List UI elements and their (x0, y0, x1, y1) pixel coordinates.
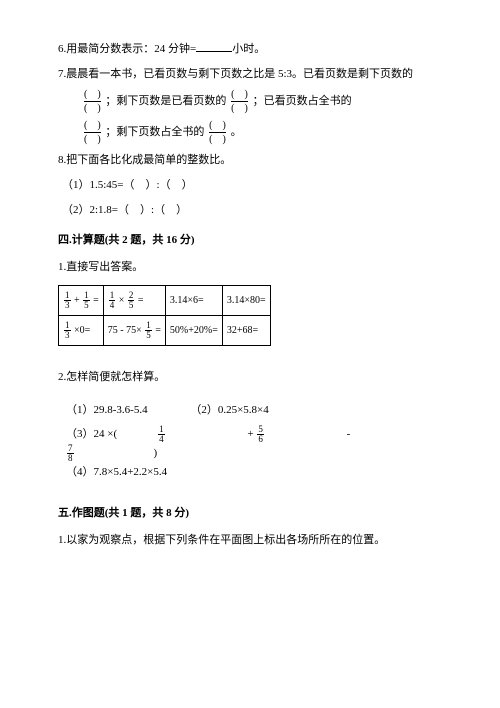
cell-r1c2: 50%+20%= (165, 315, 222, 345)
cell-r0c0: 13 + 15 = (59, 285, 104, 315)
q7-part1: ；剩下页数是已看页数的 (105, 95, 226, 107)
fraction-blank-4[interactable]: ( )( ) (209, 120, 226, 145)
section-4-q2-title: 2.怎样简便就怎样算。 (58, 368, 442, 387)
calc-item-4: （4）7.8×5.4+2.2×5.4 (66, 463, 167, 482)
fraction-blank-3[interactable]: ( )( ) (84, 120, 101, 145)
table-row: 13 ×0= 75 - 75× 15 = 50%+20%= 32+68= (59, 315, 271, 345)
calc-table: 13 + 15 = 14 × 25 = 3.14×6= 3.14×80= 13 … (58, 285, 271, 346)
question-8-title: 8.把下面各比化成最简单的整数比。 (58, 151, 442, 170)
section-4-title: 四.计算题(共 2 题，共 16 分) (58, 231, 442, 250)
section-5-title: 五.作图题(共 1 题，共 8 分) (58, 504, 442, 523)
q6-blank[interactable] (196, 42, 232, 52)
question-7-row2: ( )( ) ；剩下页数占全书的 ( )( ) 。 (82, 120, 442, 145)
fraction-blank-1[interactable]: ( )( ) (84, 89, 101, 114)
cell-r1c0: 13 ×0= (59, 315, 104, 345)
q7-end: 。 (231, 126, 242, 138)
calc-item-3: （3）24 ×(14 + 56 - 78) (66, 425, 402, 463)
question-6: 6.用最简分数表示：24 分钟= 小时。 (58, 40, 442, 59)
calc-item-2: （2）0.25×5.8×4 (190, 401, 268, 420)
calc-row-2: （3）24 ×(14 + 56 - 78) （4）7.8×5.4+2.2×5.4 (66, 425, 442, 482)
question-7-row1: ( )( ) ；剩下页数是已看页数的 ( )( ) ；已看页数占全书的 (82, 89, 442, 114)
q8-item1: （1）1.5:45=（ ）:（ ） (62, 176, 442, 195)
q7-part2: ；已看页数占全书的 (253, 95, 352, 107)
calc-row-1: （1）29.8-3.6-5.4 （2）0.25×5.8×4 (66, 401, 442, 420)
fraction-blank-2[interactable]: ( )( ) (231, 89, 248, 114)
cell-r0c3: 3.14×80= (222, 285, 270, 315)
section-5-q1: 1.以家为观察点，根据下列条件在平面图上标出各场所所在的位置。 (58, 531, 442, 550)
q8-item2: （2）2:1.8=（ ）:（ ） (62, 201, 442, 220)
q6-prefix: 6.用最简分数表示：24 分钟= (58, 43, 196, 55)
q6-suffix: 小时。 (232, 43, 265, 55)
cell-r0c1: 14 × 25 = (103, 285, 165, 315)
table-row: 13 + 15 = 14 × 25 = 3.14×6= 3.14×80= (59, 285, 271, 315)
cell-r0c2: 3.14×6= (165, 285, 222, 315)
question-7-main: 7.晨晨看一本书，已看页数与剩下页数之比是 5:3。已看页数是剩下页数的 (58, 65, 442, 84)
cell-r1c1: 75 - 75× 15 = (103, 315, 165, 345)
q7-part3: ；剩下页数占全书的 (105, 126, 204, 138)
calc-item-1: （1）29.8-3.6-5.4 (66, 401, 148, 420)
cell-r1c3: 32+68= (222, 315, 270, 345)
section-4-q1: 1.直接写出答案。 (58, 258, 442, 277)
